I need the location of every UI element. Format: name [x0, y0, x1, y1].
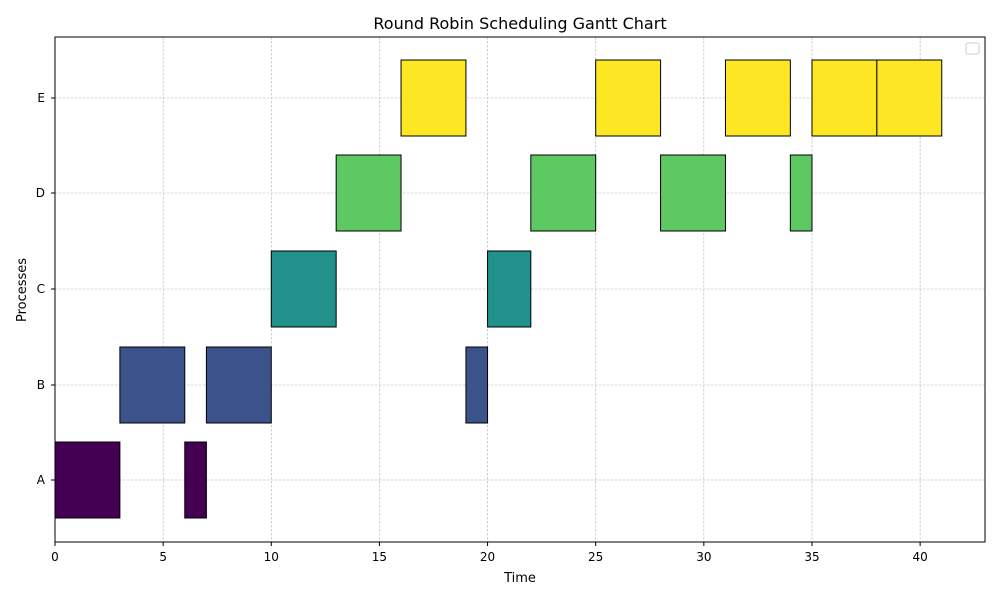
bar-d	[660, 154, 726, 232]
x-tick-label: 5	[159, 550, 167, 564]
y-tick-label: E	[37, 91, 45, 105]
bar-d	[789, 154, 813, 232]
bar-c	[487, 250, 532, 328]
bar-b	[119, 346, 186, 424]
x-tick-label: 30	[696, 550, 711, 564]
x-tick-label: 20	[480, 550, 495, 564]
bar-c	[270, 250, 337, 328]
x-axis-label: Time	[503, 571, 536, 586]
bar-e	[876, 59, 943, 137]
y-axis-label: Processes	[15, 258, 30, 322]
y-tick-label: B	[37, 378, 45, 392]
x-tick-label: 10	[264, 550, 279, 564]
bar-d	[335, 154, 402, 232]
y-tick-label: D	[36, 186, 45, 200]
x-tick-label: 15	[372, 550, 387, 564]
bar-a	[184, 441, 207, 519]
bar-e	[400, 59, 467, 137]
x-tick-label: 35	[804, 550, 819, 564]
legend-box	[965, 42, 980, 55]
x-tick-label: 40	[912, 550, 927, 564]
y-tick-label: C	[37, 282, 45, 296]
bar-e	[595, 59, 662, 137]
bar-e	[811, 59, 878, 137]
x-tick-label: 0	[51, 550, 59, 564]
bar-b	[205, 346, 272, 424]
bar-b	[465, 346, 489, 424]
x-tick-label: 25	[588, 550, 603, 564]
x-axis-ticks: 0 5 10 15 20 25 30 35 40	[51, 542, 928, 564]
bar-e	[724, 59, 791, 137]
bar-d	[530, 154, 597, 232]
chart-title: Round Robin Scheduling Gantt Chart	[373, 14, 666, 33]
y-tick-label: A	[37, 473, 46, 487]
y-axis-ticks: A B C D E	[36, 91, 55, 487]
bar-a	[54, 441, 121, 519]
bars	[54, 59, 943, 519]
